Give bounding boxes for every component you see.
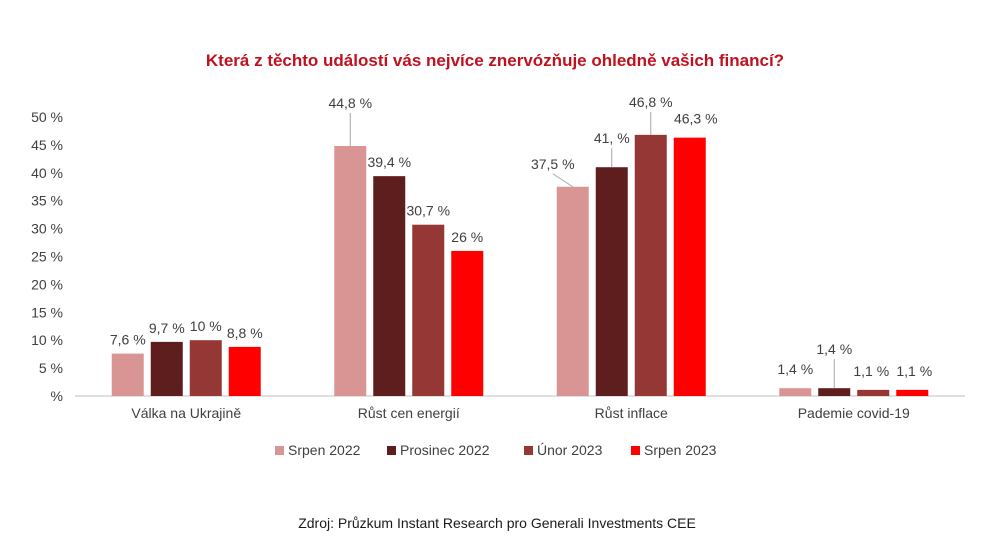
source-note: Zdroj: Průzkum Instant Research pro Gene…: [298, 515, 696, 531]
y-tick-label: 5 %: [39, 360, 63, 376]
legend-label: Únor 2023: [537, 442, 603, 458]
data-label: 41, %: [594, 130, 630, 146]
bar: [412, 224, 445, 396]
data-label: 1,4 %: [816, 341, 852, 357]
y-tick-label: 45 %: [31, 137, 63, 153]
y-tick-label: 10 %: [31, 332, 63, 348]
bar: [334, 146, 367, 396]
bar: [673, 137, 706, 396]
bar: [373, 176, 406, 396]
data-label: 1,1 %: [896, 363, 932, 379]
data-label: 26 %: [451, 229, 483, 245]
data-label: 44,8 %: [328, 95, 372, 111]
bar: [818, 388, 851, 396]
y-tick-label: 15 %: [31, 304, 63, 320]
y-tick-label: 40 %: [31, 165, 63, 181]
legend-label: Srpen 2023: [644, 442, 717, 458]
data-label: 1,4 %: [777, 361, 813, 377]
bar: [634, 134, 667, 396]
x-category-label: Růst cen energií: [358, 405, 460, 421]
bar: [857, 389, 890, 396]
y-tick-label: 25 %: [31, 249, 63, 265]
bar: [451, 250, 484, 396]
bar: [896, 389, 929, 396]
y-axis: % 5 % 10 % 15 % 20 % 25 % 30 % 35 % 40 % 45 % 50 %: [31, 109, 63, 404]
data-label: 10 %: [190, 318, 222, 334]
data-labels: 7,6 %9,7 % 10 % 8,8 % 44,8 % 39,4 % 30,7 %26 …: [110, 94, 932, 389]
y-tick-label: 20 %: [31, 276, 63, 292]
y-tick-label: 30 %: [31, 221, 63, 237]
data-label: 30,7 %: [406, 203, 450, 219]
data-label-leader: [552, 173, 574, 188]
y-tick-label: 50 %: [31, 109, 63, 125]
data-label: 7,6 %: [110, 332, 146, 348]
legend-swatch: [631, 446, 640, 455]
bar: [595, 167, 628, 396]
bar: [556, 186, 589, 396]
data-label: 37,5 %: [531, 156, 575, 172]
bar: [150, 341, 183, 396]
x-category-label: Růst inflace: [595, 405, 668, 421]
chart-title: Která z těchto událostí vás nejvíce zner…: [206, 51, 784, 70]
data-label: 46,3 %: [674, 111, 718, 127]
legend-label: Prosinec 2022: [400, 442, 490, 458]
bars: [111, 134, 929, 396]
legend: Srpen 2022 Prosinec 2022 Únor 2023 Srpen 20…: [275, 442, 717, 458]
legend-swatch: [387, 446, 396, 455]
bar: [189, 340, 222, 396]
data-label: 8,8 %: [227, 325, 263, 341]
bar: [779, 388, 812, 396]
x-category-label: Válka na Ukrajině: [131, 405, 241, 421]
bar: [228, 346, 261, 396]
data-label: 46,8 %: [629, 94, 673, 110]
legend-label: Srpen 2022: [288, 442, 361, 458]
x-axis: Válka na Ukrajině Růst cen energií Růst in…: [75, 395, 965, 421]
data-label: 39,4 %: [367, 154, 411, 170]
data-label: 9,7 %: [149, 320, 185, 336]
legend-swatch: [524, 446, 533, 455]
legend-swatch: [275, 446, 284, 455]
y-tick-label: 35 %: [31, 193, 63, 209]
bar: [111, 353, 144, 396]
y-tick-label: %: [51, 388, 63, 404]
x-category-label: Pademie covid-19: [798, 405, 910, 421]
data-label: 1,1 %: [853, 363, 889, 379]
